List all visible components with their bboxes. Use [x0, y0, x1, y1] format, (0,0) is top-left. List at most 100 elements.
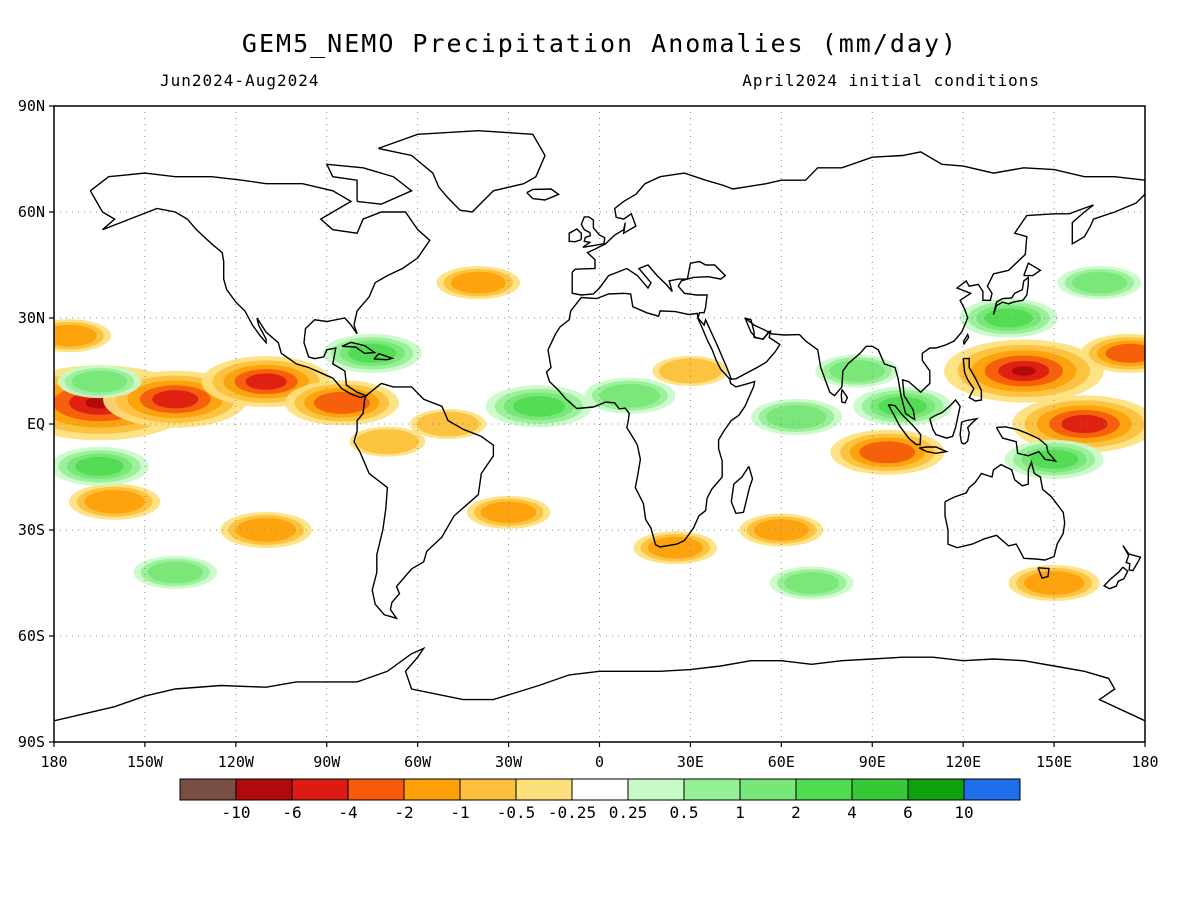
anomaly-feature [1057, 266, 1142, 300]
lat-axis: 90N 60N 30N EQ 30S 60S 90S [18, 97, 54, 751]
lat-tick-label: 30S [18, 521, 45, 539]
anomaly-feature [349, 426, 426, 457]
britain-coast [580, 216, 606, 248]
lat-tick-label: 90N [18, 97, 45, 115]
lon-tick-label: 150W [127, 753, 164, 771]
anomaly-feature [853, 386, 952, 426]
lat-tick-label: 60N [18, 203, 45, 221]
anomaly-feature [466, 495, 551, 529]
greenland-coast [378, 129, 546, 213]
africa-coast [545, 292, 756, 548]
colorbar-cell [851, 778, 909, 801]
baffin-coast [325, 163, 413, 205]
ireland-coast [568, 228, 582, 243]
taiwan-coast [963, 332, 970, 345]
hispaniola-coast [373, 352, 395, 361]
colorbar-cell [459, 778, 517, 801]
colorbar-cell [571, 778, 629, 801]
anomaly-feature [1012, 395, 1145, 453]
java-coast [918, 446, 949, 455]
australia-coast [944, 459, 1066, 561]
anomaly-feature [54, 446, 149, 486]
map-title: GEM5_NEMO Precipitation Anomalies (mm/da… [242, 29, 958, 58]
lon-tick-label: 150E [1036, 753, 1072, 771]
new-guinea-coast [995, 426, 1058, 463]
graticule [54, 106, 1145, 742]
anomaly-feature [436, 266, 521, 300]
iceland-coast [526, 188, 561, 201]
lon-axis: 180 150W 120W 90W 60W 30W 0 30E 60E 90E 120E 150E 18… [40, 742, 1159, 771]
anomaly-feature [943, 339, 1104, 403]
colorbar-label: 2 [791, 803, 801, 822]
madagascar-coast [730, 466, 754, 515]
anomaly-feature [769, 566, 854, 600]
japan-coast [992, 275, 1029, 315]
hokkaido-coast [1023, 262, 1042, 277]
colorbar-cell [347, 778, 405, 801]
colorbar-label: -4 [338, 803, 357, 822]
lat-tick-label: 90S [18, 733, 45, 751]
sumatra-coast [887, 403, 922, 446]
cuba-coast [341, 341, 377, 355]
sri-lanka-coast [840, 389, 849, 404]
lon-tick-label: 90W [313, 753, 341, 771]
lon-tick-label: 90E [859, 753, 886, 771]
lon-tick-label: 120E [945, 753, 981, 771]
colorbar-cell [515, 778, 573, 801]
anomaly-feature [1080, 333, 1145, 373]
nz-south-coast [1102, 566, 1129, 590]
anomaly-feature [284, 380, 399, 426]
anomaly-feature [485, 385, 593, 428]
coastlines [54, 129, 1145, 722]
anomaly-feature [750, 398, 843, 435]
colorbar-cell [291, 778, 349, 801]
anomaly-feature [69, 483, 161, 520]
colorbar-cell [907, 778, 965, 801]
colorbar-label: 10 [954, 803, 973, 822]
antarctica-coast [54, 646, 1145, 722]
nz-north-coast [1122, 545, 1142, 572]
anomaly-feature [830, 429, 945, 475]
colorbar-cell [683, 778, 741, 801]
north-america-coast [89, 172, 431, 399]
south-america-coast [353, 382, 495, 620]
colorbar-label: 6 [903, 803, 913, 822]
colorbar-cell [627, 778, 685, 801]
period-label: Jun2024-Aug2024 [160, 71, 320, 90]
lon-tick-label: 30W [495, 753, 523, 771]
colorbar-cell [795, 778, 853, 801]
lon-tick-label: 60W [404, 753, 432, 771]
borneo-coast [929, 398, 961, 439]
lat-tick-label: 60S [18, 627, 45, 645]
colorbar-label: -6 [282, 803, 301, 822]
colorbar-label: 0.25 [609, 803, 648, 822]
colorbar-label: -1 [450, 803, 469, 822]
lat-tick-label: EQ [27, 415, 45, 433]
arabia-gulf-coast [744, 317, 770, 340]
colorbar-label: 0.5 [670, 803, 699, 822]
anomaly-feature [815, 354, 899, 388]
sulawesi-coast [959, 417, 980, 445]
anomaly-feature [1008, 565, 1100, 601]
lon-tick-label: 0 [595, 753, 604, 771]
colorbar-label: 4 [847, 803, 857, 822]
colorbar-cell [179, 778, 237, 801]
colorbar-label: -0.5 [497, 803, 536, 822]
anomaly-field [54, 266, 1145, 601]
anomaly-feature [54, 319, 111, 353]
lon-tick-label: 180 [40, 753, 67, 771]
colorbar-cell [403, 778, 461, 801]
colorbar-cell [739, 778, 797, 801]
anomaly-feature [652, 356, 729, 386]
eurasia-coast [571, 151, 1145, 421]
lon-tick-label: 30E [677, 753, 704, 771]
philippines-coast [962, 357, 983, 402]
anomaly-feature [57, 365, 142, 399]
colorbar-label: -0.25 [548, 803, 596, 822]
init-conditions-label: April2024 initial conditions [742, 71, 1040, 90]
anomaly-feature [133, 555, 218, 589]
tasmania-coast [1037, 567, 1050, 579]
colorbar-label: -10 [222, 803, 251, 822]
colorbar-cell [235, 778, 293, 801]
